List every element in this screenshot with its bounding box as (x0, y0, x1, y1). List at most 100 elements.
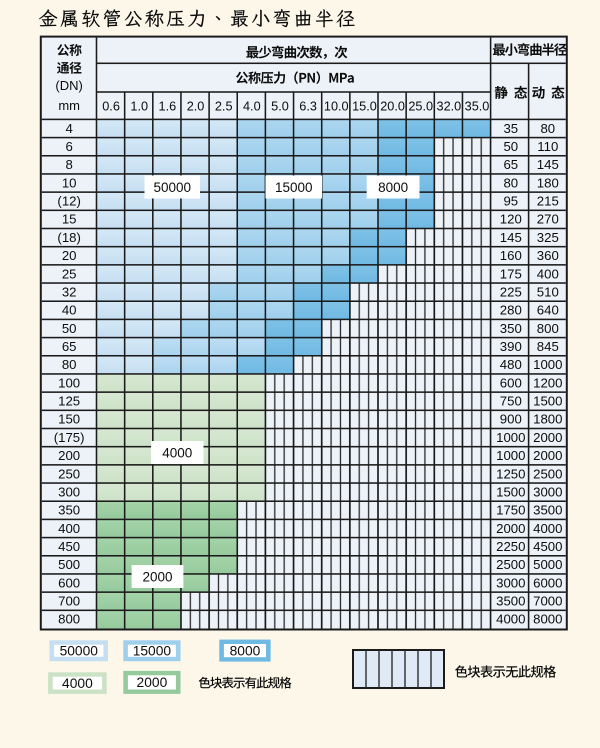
svg-text:145: 145 (537, 157, 559, 172)
svg-text:110: 110 (537, 139, 558, 154)
svg-text:32.0: 32.0 (437, 100, 462, 114)
svg-text:400: 400 (58, 521, 80, 536)
svg-text:(175): (175) (54, 430, 85, 445)
svg-text:40: 40 (62, 303, 77, 318)
svg-text:32: 32 (62, 284, 77, 299)
svg-text:2000: 2000 (496, 521, 525, 536)
svg-text:1800: 1800 (533, 412, 562, 427)
svg-text:300: 300 (58, 484, 80, 499)
svg-text:4000: 4000 (62, 676, 93, 691)
svg-text:200: 200 (58, 448, 80, 463)
svg-text:900: 900 (500, 412, 522, 427)
svg-text:250: 250 (58, 466, 80, 481)
svg-text:4.0: 4.0 (243, 100, 261, 114)
svg-text:1750: 1750 (496, 503, 525, 518)
svg-text:600: 600 (500, 375, 522, 390)
svg-text:640: 640 (537, 303, 559, 318)
svg-text:35.0: 35.0 (465, 100, 490, 114)
svg-text:360: 360 (537, 248, 559, 263)
svg-text:1.6: 1.6 (159, 100, 177, 114)
svg-text:500: 500 (58, 557, 80, 572)
svg-text:6.3: 6.3 (299, 100, 317, 114)
svg-text:390: 390 (500, 339, 522, 354)
svg-text:10.0: 10.0 (324, 100, 349, 114)
svg-text:2500: 2500 (496, 557, 525, 572)
svg-text:800: 800 (537, 321, 559, 336)
svg-text:4000: 4000 (162, 445, 192, 460)
svg-text:160: 160 (500, 248, 522, 263)
svg-text:50: 50 (62, 321, 77, 336)
svg-text:5000: 5000 (533, 557, 562, 572)
svg-text:100: 100 (58, 375, 80, 390)
svg-text:2000: 2000 (533, 430, 562, 445)
svg-text:15.0: 15.0 (352, 100, 377, 114)
svg-text:6000: 6000 (533, 575, 562, 590)
svg-text:145: 145 (500, 230, 522, 245)
svg-text:270: 270 (537, 212, 559, 227)
svg-text:8000: 8000 (533, 612, 562, 627)
svg-text:4000: 4000 (496, 612, 525, 627)
svg-text:215: 215 (537, 194, 559, 209)
svg-text:350: 350 (58, 503, 80, 518)
svg-text:80: 80 (62, 357, 77, 372)
svg-text:400: 400 (537, 266, 559, 281)
svg-text:2.0: 2.0 (187, 100, 205, 114)
svg-text:325: 325 (537, 230, 559, 245)
svg-text:2000: 2000 (142, 569, 172, 584)
svg-text:15000: 15000 (275, 180, 313, 195)
svg-text:225: 225 (500, 284, 522, 299)
svg-text:20: 20 (62, 248, 77, 263)
svg-text:8000: 8000 (230, 643, 261, 658)
svg-text:150: 150 (58, 412, 80, 427)
svg-text:750: 750 (500, 394, 522, 409)
svg-text:20.0: 20.0 (380, 100, 405, 114)
svg-text:6: 6 (65, 139, 72, 154)
svg-text:1000: 1000 (533, 357, 562, 372)
svg-text:450: 450 (58, 539, 80, 554)
svg-text:600: 600 (58, 575, 80, 590)
svg-text:1500: 1500 (533, 394, 562, 409)
svg-text:180: 180 (537, 175, 559, 190)
svg-text:(12): (12) (57, 194, 80, 209)
svg-text:15: 15 (62, 212, 77, 227)
svg-text:80: 80 (503, 175, 518, 190)
svg-text:120: 120 (500, 212, 522, 227)
svg-text:1500: 1500 (496, 484, 525, 499)
svg-text:1200: 1200 (533, 375, 562, 390)
svg-text:3000: 3000 (533, 484, 562, 499)
svg-text:25.0: 25.0 (408, 100, 433, 114)
svg-text:50000: 50000 (60, 644, 99, 659)
svg-text:10: 10 (62, 175, 77, 190)
svg-text:175: 175 (500, 266, 522, 281)
svg-text:3500: 3500 (533, 503, 562, 518)
svg-text:800: 800 (58, 612, 80, 627)
svg-text:4000: 4000 (533, 521, 562, 536)
svg-text:0.6: 0.6 (102, 100, 120, 114)
svg-text:65: 65 (503, 157, 518, 172)
svg-text:2000: 2000 (533, 448, 562, 463)
svg-text:15000: 15000 (133, 644, 172, 659)
svg-text:5.0: 5.0 (271, 100, 289, 114)
svg-text:95: 95 (503, 194, 518, 209)
svg-text:125: 125 (58, 394, 80, 409)
svg-text:35: 35 (503, 121, 518, 136)
svg-text:7000: 7000 (533, 594, 562, 609)
svg-text:3500: 3500 (496, 594, 525, 609)
svg-text:1000: 1000 (496, 430, 525, 445)
svg-text:2000: 2000 (137, 675, 168, 690)
svg-text:3000: 3000 (496, 575, 525, 590)
svg-text:280: 280 (500, 303, 522, 318)
svg-text:8000: 8000 (378, 180, 408, 195)
svg-text:(18): (18) (57, 230, 80, 245)
svg-text:25: 25 (62, 266, 77, 281)
svg-text:80: 80 (540, 121, 555, 136)
svg-text:65: 65 (62, 339, 77, 354)
svg-text:510: 510 (537, 284, 559, 299)
svg-text:2250: 2250 (496, 539, 525, 554)
svg-text:(DN): (DN) (55, 78, 82, 93)
svg-text:1.0: 1.0 (130, 100, 148, 114)
svg-text:50: 50 (503, 139, 518, 154)
svg-text:4500: 4500 (533, 539, 562, 554)
svg-text:1250: 1250 (496, 466, 525, 481)
svg-text:8: 8 (65, 157, 72, 172)
